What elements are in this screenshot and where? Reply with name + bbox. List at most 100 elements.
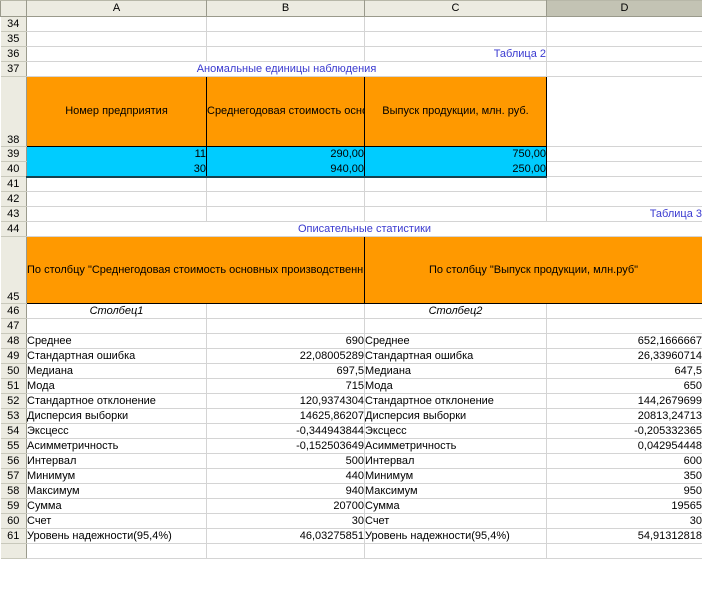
stat-value-1-sum[interactable]: 20700: [206, 498, 365, 514]
stat-label-2-variance[interactable]: Дисперсия выборки: [364, 408, 547, 424]
row-header-50[interactable]: 50: [0, 363, 27, 379]
cell-b34[interactable]: [206, 16, 365, 32]
table-row[interactable]: 58 Максимум 940 Максимум 950: [0, 483, 702, 499]
stat-value-2-range[interactable]: 600: [546, 453, 702, 469]
cell-b35[interactable]: [206, 31, 365, 47]
stat-label-2-stderr[interactable]: Стандартная ошибка: [364, 348, 547, 364]
stat-value-1-min[interactable]: 440: [206, 468, 365, 484]
table3-caption-right[interactable]: Таблица 3: [546, 206, 702, 222]
row-header-49[interactable]: 49: [0, 348, 27, 364]
table-row[interactable]: 59 Сумма 20700 Сумма 19565: [0, 498, 702, 514]
stat-label-1-confidence[interactable]: Уровень надежности(95,4%): [26, 528, 207, 544]
table-row[interactable]: 51 Мода 715 Мода 650: [0, 378, 702, 394]
stat-label-2-range[interactable]: Интервал: [364, 453, 547, 469]
table-row-header-table3[interactable]: 45 По столбцу "Среднегодовая стоимость о…: [0, 236, 702, 304]
stat-label-1-range[interactable]: Интервал: [26, 453, 207, 469]
cell-d36[interactable]: [546, 46, 702, 62]
row-header-45[interactable]: 45: [0, 236, 27, 304]
table2-header-enterprise-number[interactable]: Номер предприятия: [26, 76, 207, 147]
row-header-36[interactable]: 36: [0, 46, 27, 62]
stat-value-1-stderr[interactable]: 22,08005289: [206, 348, 365, 364]
stat-value-2-mean[interactable]: 652,1666667: [546, 333, 702, 349]
stat-value-1-range[interactable]: 500: [206, 453, 365, 469]
table2-cell-output-2[interactable]: 250,00: [364, 161, 547, 178]
stat-value-1-skewness[interactable]: -0,152503649: [206, 438, 365, 454]
table-row[interactable]: 36 Таблица 2: [0, 46, 702, 62]
stat-value-1-mode[interactable]: 715: [206, 378, 365, 394]
row-header-47[interactable]: 47: [0, 318, 27, 334]
table-row[interactable]: 47: [0, 318, 702, 334]
stat-label-2-confidence[interactable]: Уровень надежности(95,4%): [364, 528, 547, 544]
stat-value-2-min[interactable]: 350: [546, 468, 702, 484]
stat-label-1-mode[interactable]: Мода: [26, 378, 207, 394]
stat-label-1-skewness[interactable]: Асимметричность: [26, 438, 207, 454]
stat-value-1-stddev[interactable]: 120,9374304: [206, 393, 365, 409]
table-row[interactable]: 57 Минимум 440 Минимум 350: [0, 468, 702, 484]
cell-d47[interactable]: [546, 318, 702, 334]
stat-label-2-stddev[interactable]: Стандартное отклонение: [364, 393, 547, 409]
row-header-59[interactable]: 59: [0, 498, 27, 514]
cell-b62[interactable]: [206, 543, 365, 559]
row-header-51[interactable]: 51: [0, 378, 27, 394]
row-header-37[interactable]: 37: [0, 61, 27, 77]
cell-a34[interactable]: [26, 16, 207, 32]
cell-d34[interactable]: [546, 16, 702, 32]
table-row[interactable]: 55 Асимметричность -0,152503649 Асимметр…: [0, 438, 702, 454]
cell-d35[interactable]: [546, 31, 702, 47]
stat-value-2-skewness[interactable]: 0,042954448: [546, 438, 702, 454]
table2-cell-number-2[interactable]: 30: [26, 161, 207, 178]
stat-value-2-stddev[interactable]: 144,2679699: [546, 393, 702, 409]
table-row[interactable]: 54 Эксцесс -0,344943844 Эксцесс -0,20533…: [0, 423, 702, 439]
column-header-b[interactable]: B: [206, 0, 365, 17]
table2-caption-right[interactable]: Таблица 2: [364, 46, 547, 62]
row-header-38[interactable]: 38: [0, 76, 27, 147]
cell-d46[interactable]: [546, 303, 702, 319]
stat-value-1-max[interactable]: 940: [206, 483, 365, 499]
stat-label-2-min[interactable]: Минимум: [364, 468, 547, 484]
row-header-39[interactable]: 39: [0, 146, 27, 162]
stat-label-1-mean[interactable]: Среднее: [26, 333, 207, 349]
row-header-53[interactable]: 53: [0, 408, 27, 424]
select-all-corner[interactable]: [0, 0, 27, 17]
stat-label-2-sum[interactable]: Сумма: [364, 498, 547, 514]
stat-value-2-kurtosis[interactable]: -0,205332365: [546, 423, 702, 439]
stat-value-2-stderr[interactable]: 26,33960714: [546, 348, 702, 364]
table-row[interactable]: 50 Медиана 697,5 Медиана 647,5: [0, 363, 702, 379]
row-header-61[interactable]: 61: [0, 528, 27, 544]
table3-caption-center[interactable]: Описательные статистики: [26, 221, 702, 237]
column-header-d[interactable]: D: [546, 0, 702, 17]
cell-d41[interactable]: [546, 176, 702, 192]
stat-value-2-variance[interactable]: 20813,24713: [546, 408, 702, 424]
cell-d40[interactable]: [546, 161, 702, 177]
cell-b43[interactable]: [206, 206, 365, 222]
stat-value-2-count[interactable]: 30: [546, 513, 702, 529]
table-row[interactable]: 56 Интервал 500 Интервал 600: [0, 453, 702, 469]
cell-d42[interactable]: [546, 191, 702, 207]
table3-block-header-output[interactable]: По столбцу "Выпуск продукции, млн.руб": [364, 236, 702, 304]
stat-value-1-mean[interactable]: 690: [206, 333, 365, 349]
table-row[interactable]: 61 Уровень надежности(95,4%) 46,03275851…: [0, 528, 702, 544]
stat-label-2-count[interactable]: Счет: [364, 513, 547, 529]
row-header-55[interactable]: 55: [0, 438, 27, 454]
stat-label-1-median[interactable]: Медиана: [26, 363, 207, 379]
cell-d37[interactable]: [546, 61, 702, 77]
cell-a47[interactable]: [26, 318, 207, 334]
table-row[interactable]: 43 Таблица 3: [0, 206, 702, 222]
cell-c43[interactable]: [364, 206, 547, 222]
stat-value-2-median[interactable]: 647,5: [546, 363, 702, 379]
stat-label-1-count[interactable]: Счет: [26, 513, 207, 529]
table-row[interactable]: 39 11 290,00 750,00: [0, 146, 702, 162]
stat-label-1-sum[interactable]: Сумма: [26, 498, 207, 514]
cell-b47[interactable]: [206, 318, 365, 334]
cell-c62[interactable]: [364, 543, 547, 559]
cell-a41[interactable]: [26, 176, 207, 192]
stat-value-2-mode[interactable]: 650: [546, 378, 702, 394]
table2-cell-funds-1[interactable]: 290,00: [206, 146, 365, 162]
cell-b46[interactable]: [206, 303, 365, 319]
row-header-62[interactable]: 62: [0, 543, 27, 559]
column-header-c[interactable]: C: [364, 0, 547, 17]
row-header-54[interactable]: 54: [0, 423, 27, 439]
stat-label-1-min[interactable]: Минимум: [26, 468, 207, 484]
cell-d38[interactable]: [546, 76, 702, 147]
